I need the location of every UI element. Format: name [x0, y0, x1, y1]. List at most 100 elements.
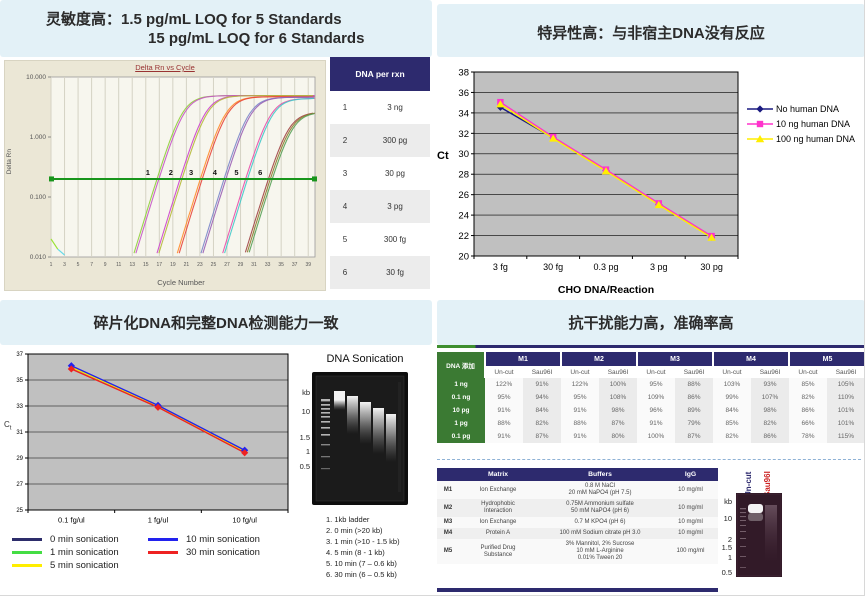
interference-table: DNA 添加 M1 M2 M3 M4 M5 Un-cut Sau96I Un-cut Sau96I…: [437, 352, 864, 443]
interference-value: 78%: [789, 430, 827, 443]
svg-text:23: 23: [197, 262, 203, 268]
interference-value: 110%: [827, 391, 864, 404]
amplification-curves-chart: 1 3 5 7 9 11 13 15 17 19 21 23 25 27 29 31 33 35 37 3910.00…: [26, 74, 317, 268]
interference-value: 101%: [827, 404, 864, 417]
gel-kb-label: kb: [724, 497, 732, 506]
matrix-igg: 10 mg/ml: [663, 517, 718, 528]
svg-text:30 pg: 30 pg: [700, 262, 723, 272]
interference-value: 103%: [713, 378, 751, 391]
svg-text:15: 15: [143, 262, 149, 268]
legend-item: 10 min sonication: [148, 534, 260, 545]
svg-text:2: 2: [169, 168, 173, 177]
interference-gel-image: [736, 493, 782, 577]
dna-row-amount: 3 pg: [360, 190, 430, 223]
matrix-table: Matrix Buffers IgG M1 Ion Exchange 0.8 M N…: [437, 468, 718, 564]
legend-item: No human DNA: [747, 104, 855, 114]
matrix-header-cell: Matrix: [459, 468, 537, 481]
legend-swatch: [12, 551, 42, 554]
svg-text:30 fg: 30 fg: [543, 262, 563, 272]
legend-label: 1 min sonication: [50, 547, 119, 558]
gel-kb-label: 0.5: [721, 568, 732, 577]
svg-text:31: 31: [16, 430, 23, 436]
interference-value: 88%: [485, 417, 523, 430]
svg-text:19: 19: [170, 262, 176, 268]
interference-data-row: 0.1 pg 91% 87% 91% 80% 100% 87% 82% 86% 78% 115%: [437, 430, 864, 443]
interference-subcol-header: Sau96I: [523, 366, 561, 378]
interference-value: 98%: [751, 404, 789, 417]
legend-item: 100 ng human DNA: [747, 134, 855, 144]
legend-swatch: [747, 120, 773, 128]
interference-data-row: 1 ng 122% 91% 122% 100% 95% 88% 103% 93% 85% 105%: [437, 378, 864, 391]
interference-value: 108%: [599, 391, 637, 404]
interference-value: 84%: [523, 404, 561, 417]
matrix-row-id: M5: [437, 539, 459, 564]
legend-swatch: [12, 564, 42, 567]
matrix-buffers: 100 mM Sodium citrate pH 3.0: [537, 528, 663, 539]
legend-item: 5 min sonication: [12, 560, 119, 571]
interference-value: 82%: [751, 417, 789, 430]
legend-swatch: [747, 135, 773, 143]
gel-kb-label: 0.5: [299, 462, 310, 471]
svg-text:6: 6: [258, 168, 262, 177]
matrix-data-row: M3 Ion Exchange 0.7 M KPO4 (pH 6) 10 mg/…: [437, 517, 718, 528]
interference-value: 96%: [637, 404, 675, 417]
interference-value: 91%: [485, 430, 523, 443]
svg-text:27: 27: [224, 262, 230, 268]
sensitivity-title-band: 灵敏度高：1.5 pg/mL LOQ for 5 Standards 15 pg…: [0, 0, 432, 57]
svg-text:1 fg/ul: 1 fg/ul: [148, 516, 169, 525]
svg-text:0.3 pg: 0.3 pg: [593, 262, 618, 272]
svg-text:3: 3: [189, 168, 193, 177]
dna-row-number: 5: [342, 235, 348, 244]
matrix-row-id: M3: [437, 517, 459, 528]
svg-text:34: 34: [458, 108, 469, 119]
interference-value: 122%: [485, 378, 523, 391]
svg-text:39: 39: [305, 262, 311, 268]
matrix-row-id: M2: [437, 499, 459, 517]
interference-row-label: 10 pg: [437, 404, 485, 417]
gel-kb-label: 1.5: [299, 433, 310, 442]
interference-value: 91%: [523, 378, 561, 391]
dna-table-row: 2 300 pg: [330, 124, 430, 157]
sonication-title: 碎片化DNA和完整DNA检测能力一致: [93, 315, 339, 332]
svg-text:5: 5: [234, 168, 238, 177]
svg-text:35: 35: [16, 378, 23, 384]
interference-subcol-header: Sau96I: [827, 366, 864, 378]
sensitivity-title-line2: 15 pg/mL LOQ for 6 Standards: [148, 30, 365, 47]
gel-kb-label: 10: [301, 407, 310, 416]
gel-caption-line: 5. 10 min (7 – 0.6 kb): [326, 559, 397, 568]
interference-value: 91%: [485, 404, 523, 417]
matrix-type: Ion Exchange: [459, 517, 537, 528]
dna-table-row: 3 30 pg: [330, 157, 430, 190]
gel-kb-label: 1: [305, 447, 310, 456]
gel-kb-label: 1.5: [721, 543, 732, 552]
interference-value: 100%: [599, 378, 637, 391]
interference-subcol-header: Un-cut: [485, 366, 523, 378]
svg-text:5: 5: [77, 262, 80, 268]
matrix-header-cell: [437, 468, 459, 481]
interference-group-header: M5: [788, 352, 864, 366]
interference-data-row: 10 pg 91% 84% 91% 98% 96% 89% 84% 98% 86% 101%: [437, 404, 864, 417]
legend-item: 0 min sonication: [12, 534, 119, 545]
interference-subcol-header: Sau96I: [599, 366, 637, 378]
sensitivity-title-line1: 灵敏度高：1.5 pg/mL LOQ for 5 Standards: [46, 11, 342, 28]
legend-swatch: [148, 538, 178, 541]
svg-text:25: 25: [16, 508, 23, 514]
svg-text:11: 11: [116, 262, 121, 268]
gel-caption-line: 6. 30 min (6 – 0.5 kb): [326, 570, 397, 579]
svg-text:20: 20: [458, 251, 469, 262]
svg-text:13: 13: [129, 262, 135, 268]
interference-value: 87%: [523, 430, 561, 443]
interference-value: 82%: [789, 391, 827, 404]
interference-data-row: 0.1 ng 95% 94% 95% 108% 109% 86% 99% 107% 82% 110%: [437, 391, 864, 404]
dna-row-number: 1: [342, 103, 348, 112]
svg-text:1.000: 1.000: [30, 134, 47, 141]
gel-caption-line: 2. 0 min (>20 kb): [326, 526, 383, 535]
matrix-data-row: M2 Hydrophobic Interaction 0.75M Ammonium…: [437, 499, 718, 517]
svg-text:33: 33: [16, 404, 23, 410]
svg-text:0.100: 0.100: [30, 194, 47, 201]
svg-text:27: 27: [16, 482, 23, 488]
dna-row-amount: 3 ng: [387, 103, 403, 112]
matrix-buffers: 0.8 M NaCl 20 mM NaPO4 (pH 7.5): [537, 481, 663, 499]
svg-text:38: 38: [458, 67, 469, 78]
